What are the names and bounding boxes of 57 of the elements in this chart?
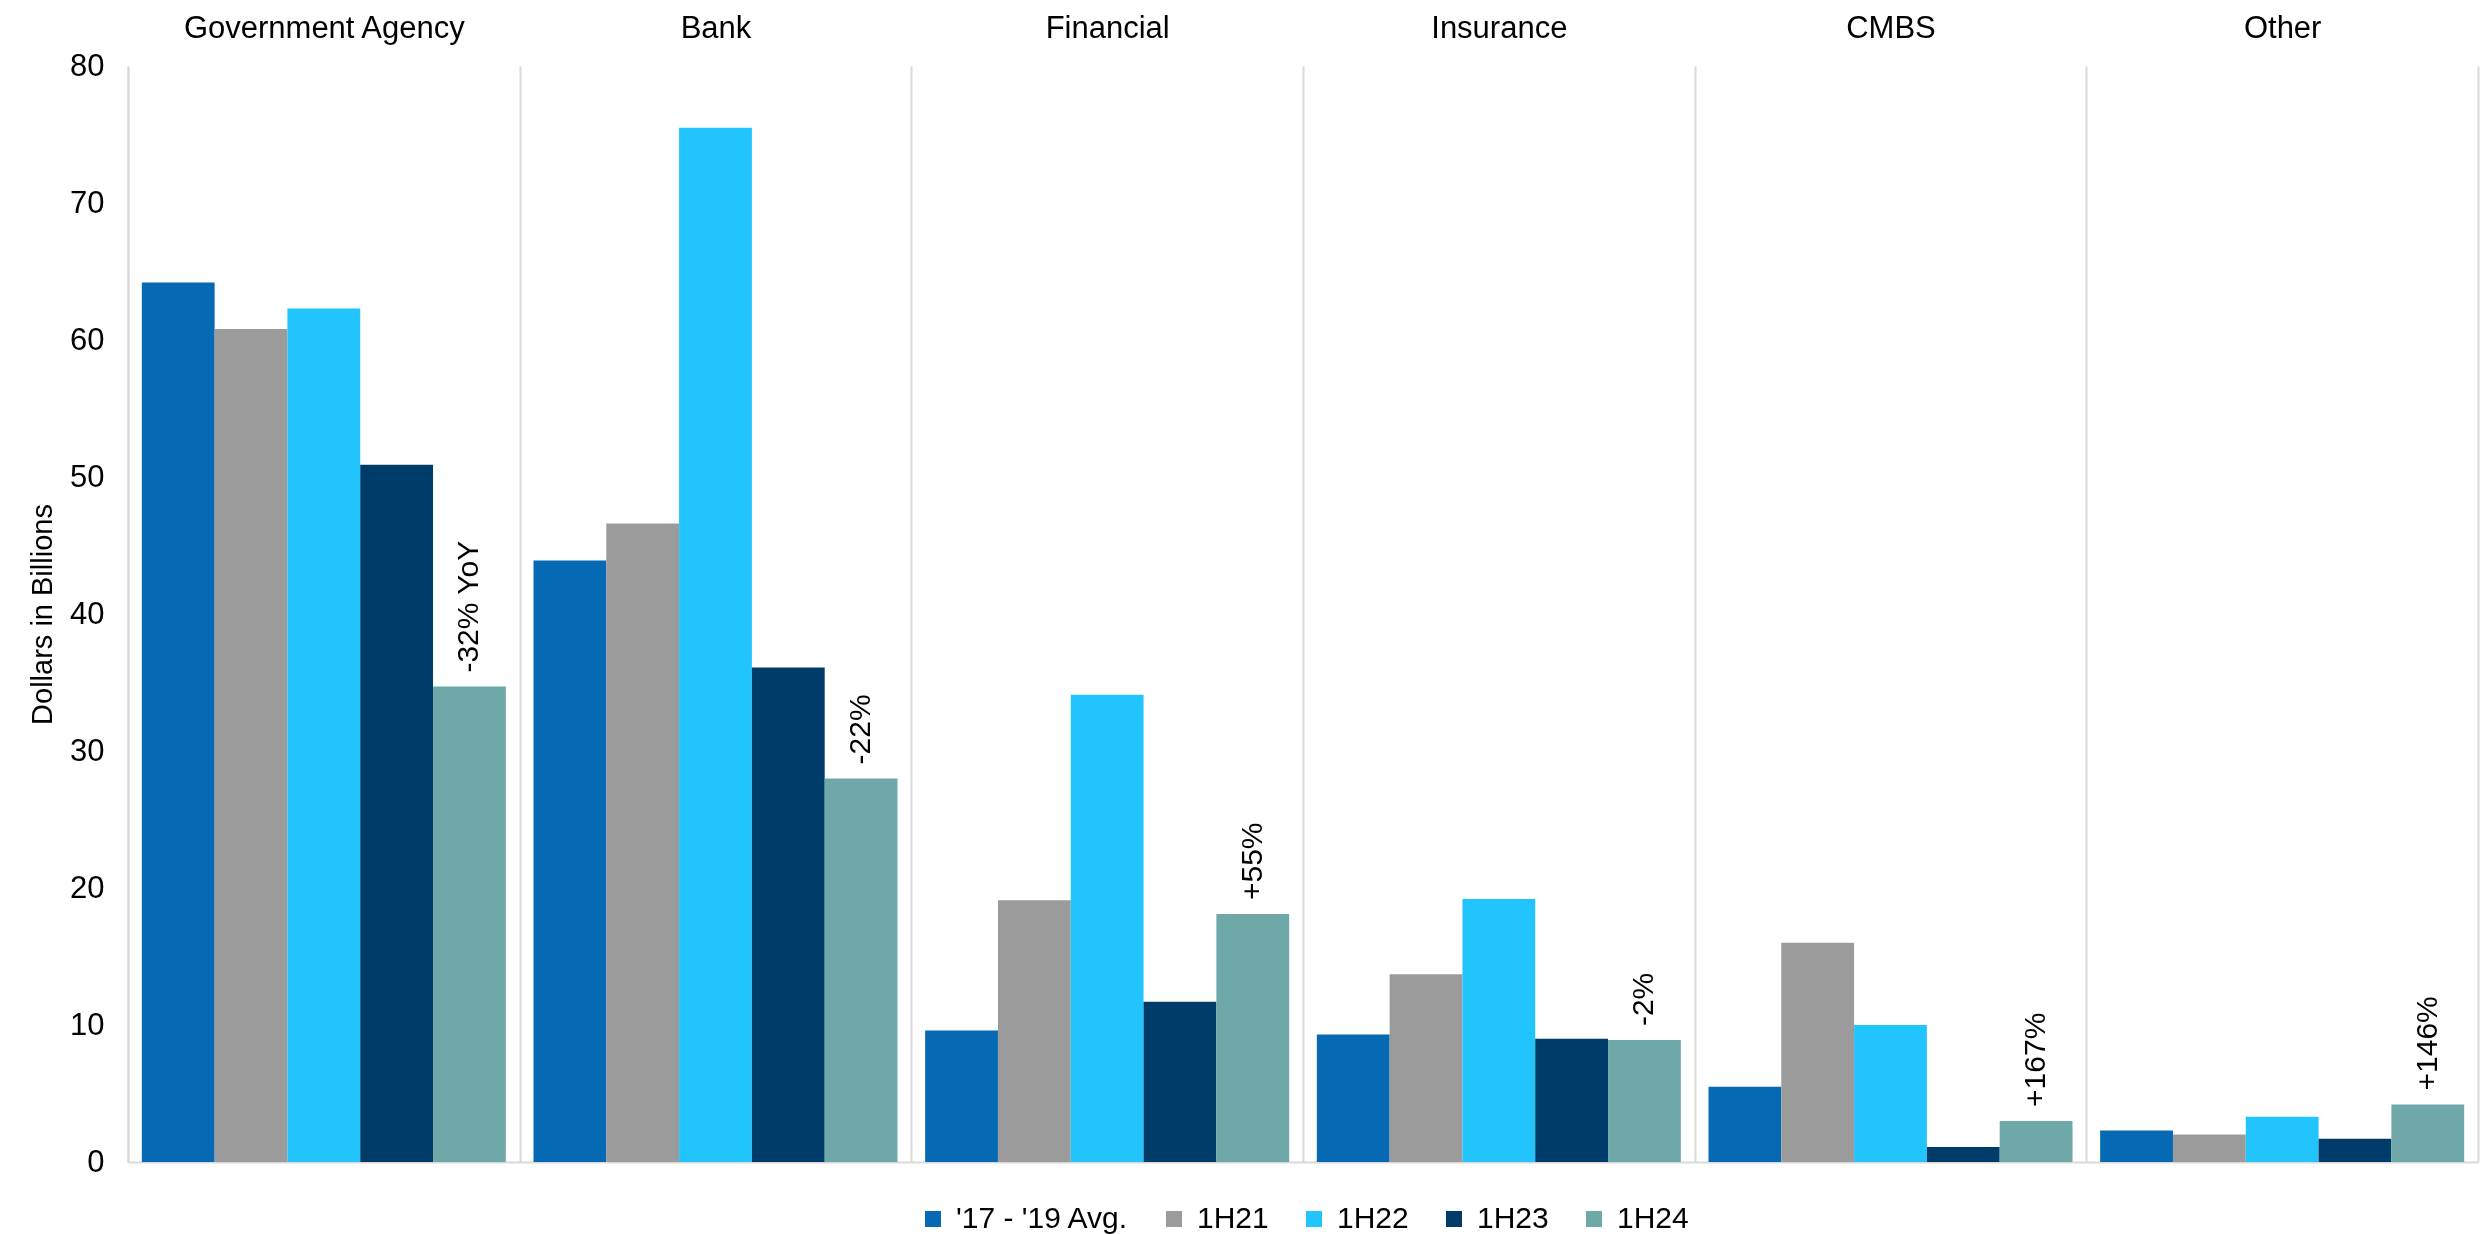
x-tick-label: CMBS (1846, 9, 1936, 45)
legend-label: 1H22 (1337, 1201, 1409, 1234)
bar (925, 1030, 998, 1162)
bar (214, 329, 288, 1162)
bar (2245, 1116, 2319, 1162)
x-tick-label: Other (2243, 9, 2322, 45)
annotation: +146% (2409, 996, 2443, 1091)
annotation: +55% (1234, 822, 1268, 901)
legend-label: 1H21 (1197, 1201, 1269, 1234)
bar (1216, 914, 1290, 1162)
legend-label: 1H23 (1477, 1201, 1549, 1234)
bar (824, 778, 898, 1162)
y-tick-label: 80 (70, 47, 105, 83)
bar (2391, 1104, 2465, 1162)
bar (1316, 1034, 1390, 1162)
bar (1535, 1038, 1609, 1162)
bar (1462, 898, 1536, 1162)
bar (360, 464, 434, 1162)
x-tick-label: Government Agency (183, 9, 466, 45)
bar (1143, 1001, 1217, 1162)
y-tick-label: 40 (70, 595, 105, 631)
bar (1926, 1146, 2000, 1162)
x-tick-label: Bank (680, 9, 752, 45)
bar (2100, 1130, 2173, 1162)
annotation: -22% (843, 694, 877, 765)
bar (606, 523, 680, 1162)
legend-label: '17 - '19 Avg. (956, 1201, 1128, 1234)
x-tick-label: Financial (1045, 9, 1170, 45)
bar (1708, 1086, 1782, 1162)
y-tick-label: 70 (70, 184, 105, 220)
annotation: -32% YoY (451, 540, 485, 673)
bar (997, 900, 1071, 1162)
bar (1608, 1040, 1681, 1162)
y-tick-label: 10 (70, 1006, 105, 1042)
y-axis-title: Dollars in Billions (26, 504, 59, 725)
annotation: -2% (1626, 972, 1660, 1027)
bar (433, 686, 506, 1162)
legend-label: 1H24 (1617, 1201, 1689, 1234)
bar (141, 282, 215, 1162)
bar (1070, 694, 1144, 1162)
bar (2172, 1134, 2246, 1162)
y-tick-label: 30 (70, 732, 105, 768)
bar (1781, 942, 1855, 1162)
bar (679, 127, 752, 1162)
bar (751, 667, 825, 1162)
bar (287, 308, 361, 1162)
y-tick-label: 0 (87, 1143, 105, 1179)
annotation: +167% (2018, 1012, 2052, 1107)
bar (1389, 974, 1463, 1162)
bar (1999, 1120, 2073, 1162)
y-tick-label: 20 (70, 869, 105, 905)
bar (1854, 1025, 1927, 1162)
bar (2318, 1138, 2392, 1162)
x-tick-label: Insurance (1431, 9, 1568, 45)
y-tick-label: 60 (70, 321, 105, 357)
y-tick-label: 50 (70, 458, 105, 494)
bar (533, 560, 607, 1162)
